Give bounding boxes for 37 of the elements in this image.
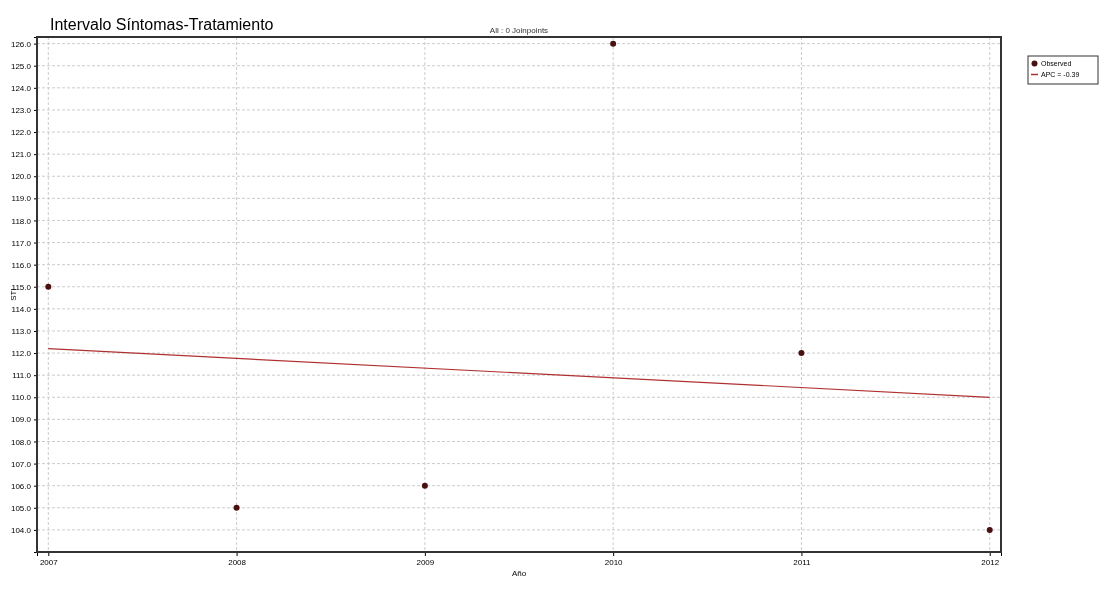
y-tick-label: 119.0 xyxy=(11,194,32,204)
y-tick-label: 126.0 xyxy=(10,39,32,49)
chart-title: Intervalo Síntomas-Tratamiento xyxy=(50,16,274,33)
y-tick-label: 114.0 xyxy=(11,304,32,314)
y-tick-label: 117.0 xyxy=(11,238,32,248)
y-tick-label: 125.0 xyxy=(10,61,32,71)
y-tick-label: 123.0 xyxy=(10,106,32,115)
x-tick-label: 2009 xyxy=(416,557,435,567)
y-tick-label: 112.0 xyxy=(11,349,32,359)
x-tick-label: 2012 xyxy=(981,557,1000,567)
y-tick-label: 121.0 xyxy=(10,150,32,160)
x-tick-label: 2011 xyxy=(793,557,812,567)
point xyxy=(233,504,240,511)
chart-subtitle: All : 0 Joinpoints xyxy=(489,26,549,35)
point xyxy=(421,482,428,489)
y-tick-label: 124.0 xyxy=(10,83,32,93)
y-tick-label: 118.0 xyxy=(11,216,32,226)
x-tick-label: 2008 xyxy=(228,557,247,567)
y-tick-label: 116.0 xyxy=(11,260,32,270)
x-tick-label: 2007 xyxy=(39,557,59,567)
y-tick-label: 122.0 xyxy=(10,128,32,138)
y-tick-label: 111.0 xyxy=(12,371,32,381)
y-tick-label: 109.0 xyxy=(10,415,32,425)
y-tick-label: 108.0 xyxy=(10,437,32,447)
y-tick-label: 105.0 xyxy=(10,503,32,513)
y-tick-label: 120.0 xyxy=(10,172,32,182)
point xyxy=(798,350,805,357)
point xyxy=(610,40,617,47)
point xyxy=(986,526,993,533)
y-tick-label: 113.0 xyxy=(11,327,32,337)
x-tick-label: 2010 xyxy=(604,557,624,567)
y-tick-label: 104.0 xyxy=(10,525,32,535)
x-axis-title: Año xyxy=(511,569,527,578)
point xyxy=(45,283,52,290)
y-tick-label: 106.0 xyxy=(10,481,32,491)
y-tick-label: 110.0 xyxy=(11,393,32,403)
y-tick-label: 107.0 xyxy=(10,459,32,469)
